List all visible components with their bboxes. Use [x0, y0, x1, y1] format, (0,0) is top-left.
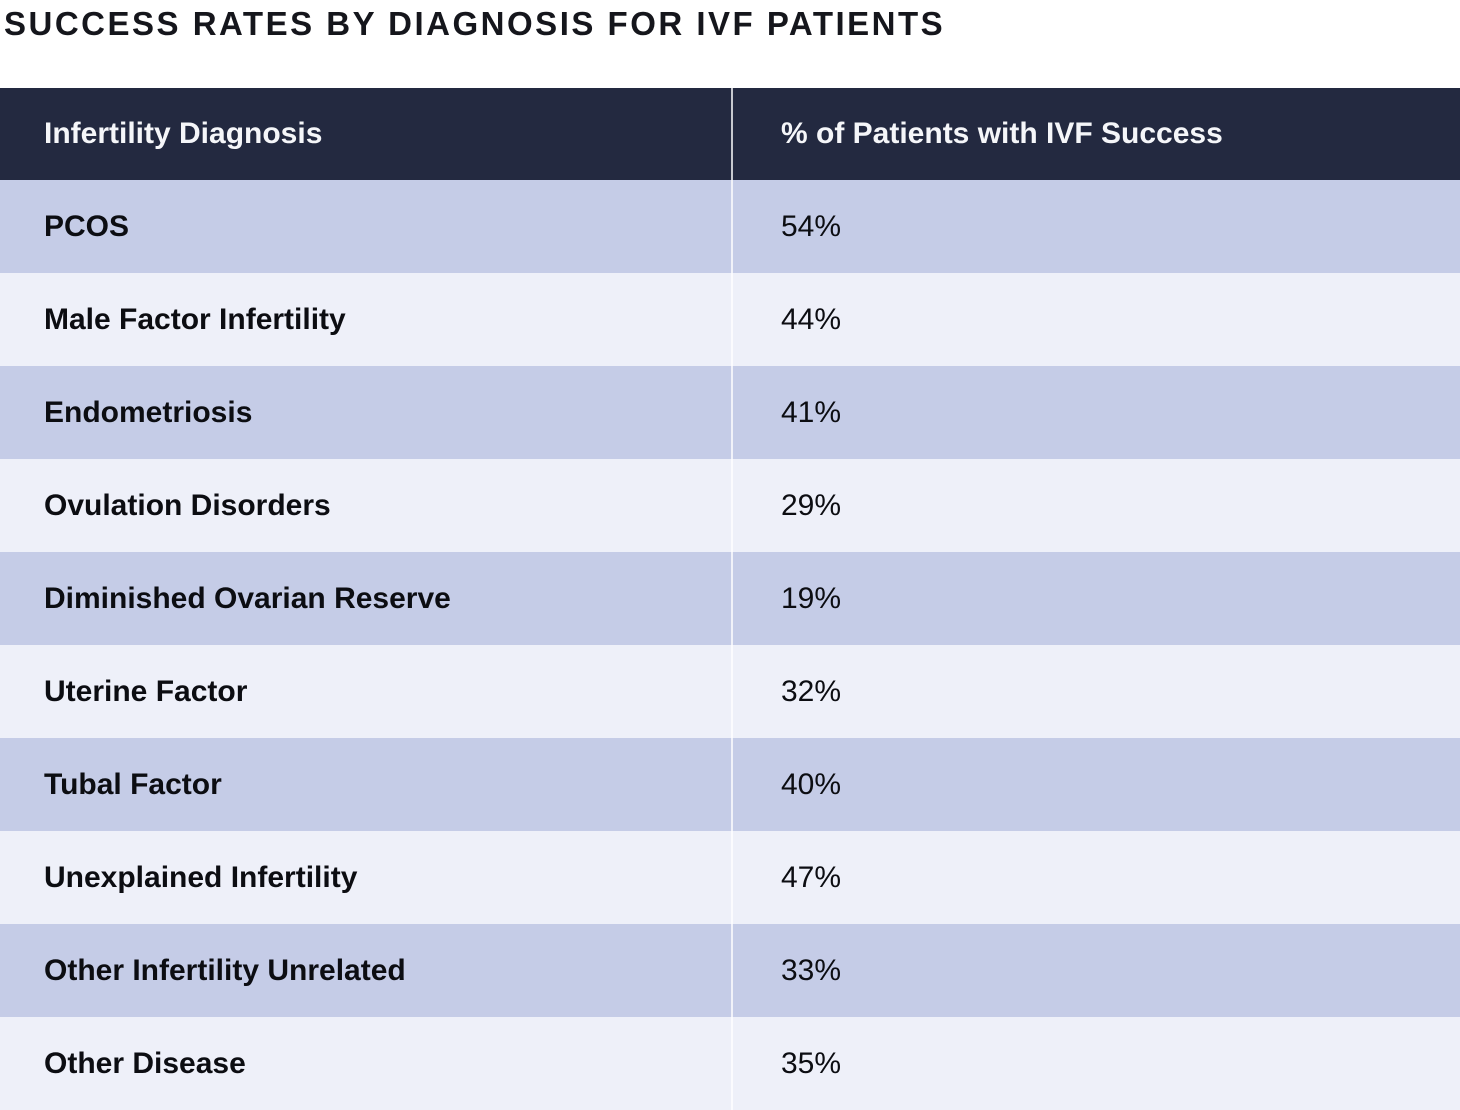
table-row: PCOS 54% — [0, 180, 1460, 273]
value-cell: 35% — [731, 1017, 1460, 1110]
column-header-success-rate: % of Patients with IVF Success — [731, 88, 1460, 180]
table-row: Other Infertility Unrelated 33% — [0, 924, 1460, 1017]
diagnosis-cell: Male Factor Infertility — [44, 302, 346, 336]
table-row: Other Disease 35% — [0, 1017, 1460, 1110]
diagnosis-cell: Diminished Ovarian Reserve — [44, 581, 451, 615]
value-cell: 47% — [731, 831, 1460, 924]
diagnosis-cell: Unexplained Infertility — [44, 860, 358, 894]
value-cell: 33% — [731, 924, 1460, 1017]
diagnosis-cell: Other Infertility Unrelated — [44, 953, 406, 987]
diagnosis-cell: Ovulation Disorders — [44, 488, 331, 522]
page-title: SUCCESS RATES BY DIAGNOSIS FOR IVF PATIE… — [4, 5, 946, 42]
diagnosis-cell: Uterine Factor — [44, 674, 248, 708]
table-row: Unexplained Infertility 47% — [0, 831, 1460, 924]
value-cell: 40% — [731, 738, 1460, 831]
diagnosis-cell: Endometriosis — [44, 395, 253, 429]
value-cell: 41% — [731, 366, 1460, 459]
table-row: Ovulation Disorders 29% — [0, 459, 1460, 552]
table-body: PCOS 54% Male Factor Infertility 44% End… — [0, 180, 1460, 1110]
table-row: Tubal Factor 40% — [0, 738, 1460, 831]
table-row: Endometriosis 41% — [0, 366, 1460, 459]
diagnosis-cell: PCOS — [44, 209, 130, 243]
value-cell: 29% — [731, 459, 1460, 552]
diagnosis-cell: Other Disease — [44, 1046, 246, 1080]
diagnosis-cell: Tubal Factor — [44, 767, 222, 801]
table-header-row: Infertility Diagnosis % of Patients with… — [0, 88, 1460, 180]
value-cell: 19% — [731, 552, 1460, 645]
table-row: Uterine Factor 32% — [0, 645, 1460, 738]
value-cell: 44% — [731, 273, 1460, 366]
table-row: Diminished Ovarian Reserve 19% — [0, 552, 1460, 645]
success-rates-table: Infertility Diagnosis % of Patients with… — [0, 88, 1460, 1110]
table-row: Male Factor Infertility 44% — [0, 273, 1460, 366]
value-cell: 32% — [731, 645, 1460, 738]
value-cell: 54% — [731, 180, 1460, 273]
column-header-diagnosis: Infertility Diagnosis — [44, 117, 323, 150]
